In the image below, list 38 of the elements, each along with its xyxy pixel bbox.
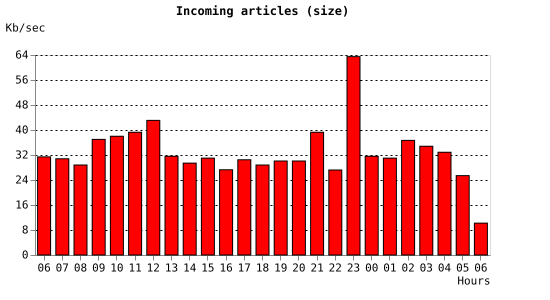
x-tick-label: 12 [146, 262, 160, 274]
y-axis-title: Kb/sec [6, 22, 46, 34]
x-tick-label: 20 [292, 262, 306, 274]
x-tick-label: 06 [474, 262, 488, 274]
x-tick-label: 09 [92, 262, 106, 274]
x-tick-label: 11 [128, 262, 142, 274]
y-tick-label: 64 [15, 48, 29, 62]
x-tick-label: 03 [420, 262, 433, 274]
x-tick-label: 04 [438, 262, 452, 274]
chart-title: Incoming articles (size) [176, 4, 350, 18]
x-tick-label: 00 [365, 262, 378, 274]
x-tick-label: 22 [328, 262, 342, 274]
y-tick-label: 24 [15, 174, 29, 186]
x-tick-label: 02 [401, 262, 415, 274]
x-tick-label: 14 [183, 262, 197, 274]
y-tick-label: 0 [22, 248, 28, 262]
x-tick-label: 07 [56, 262, 69, 274]
x-tick-label: 21 [310, 262, 324, 274]
y-tick-label: 16 [15, 198, 28, 212]
y-tick-label: 56 [15, 74, 28, 86]
y-tick-label: 40 [15, 124, 28, 136]
x-tick-label: 23 [346, 262, 360, 274]
x-tick-label: 06 [37, 262, 51, 274]
y-tick-label: 8 [22, 224, 28, 236]
y-tick-label: 48 [15, 98, 28, 112]
x-axis-title: Hours [457, 274, 490, 288]
x-tick-label: 19 [274, 262, 288, 274]
x-tick-label: 18 [256, 262, 270, 274]
x-tick-label: 08 [74, 262, 88, 274]
x-tick-label: 10 [110, 262, 124, 274]
x-tick-label: 17 [238, 262, 251, 274]
y-tick-label: 32 [15, 148, 28, 162]
x-tick-label: 15 [201, 262, 215, 274]
x-tick-label: 16 [219, 262, 233, 274]
bar [419, 146, 434, 256]
x-tick-label: 05 [456, 262, 470, 274]
x-tick-label: 13 [164, 262, 178, 274]
x-tick-label: 01 [383, 262, 397, 274]
